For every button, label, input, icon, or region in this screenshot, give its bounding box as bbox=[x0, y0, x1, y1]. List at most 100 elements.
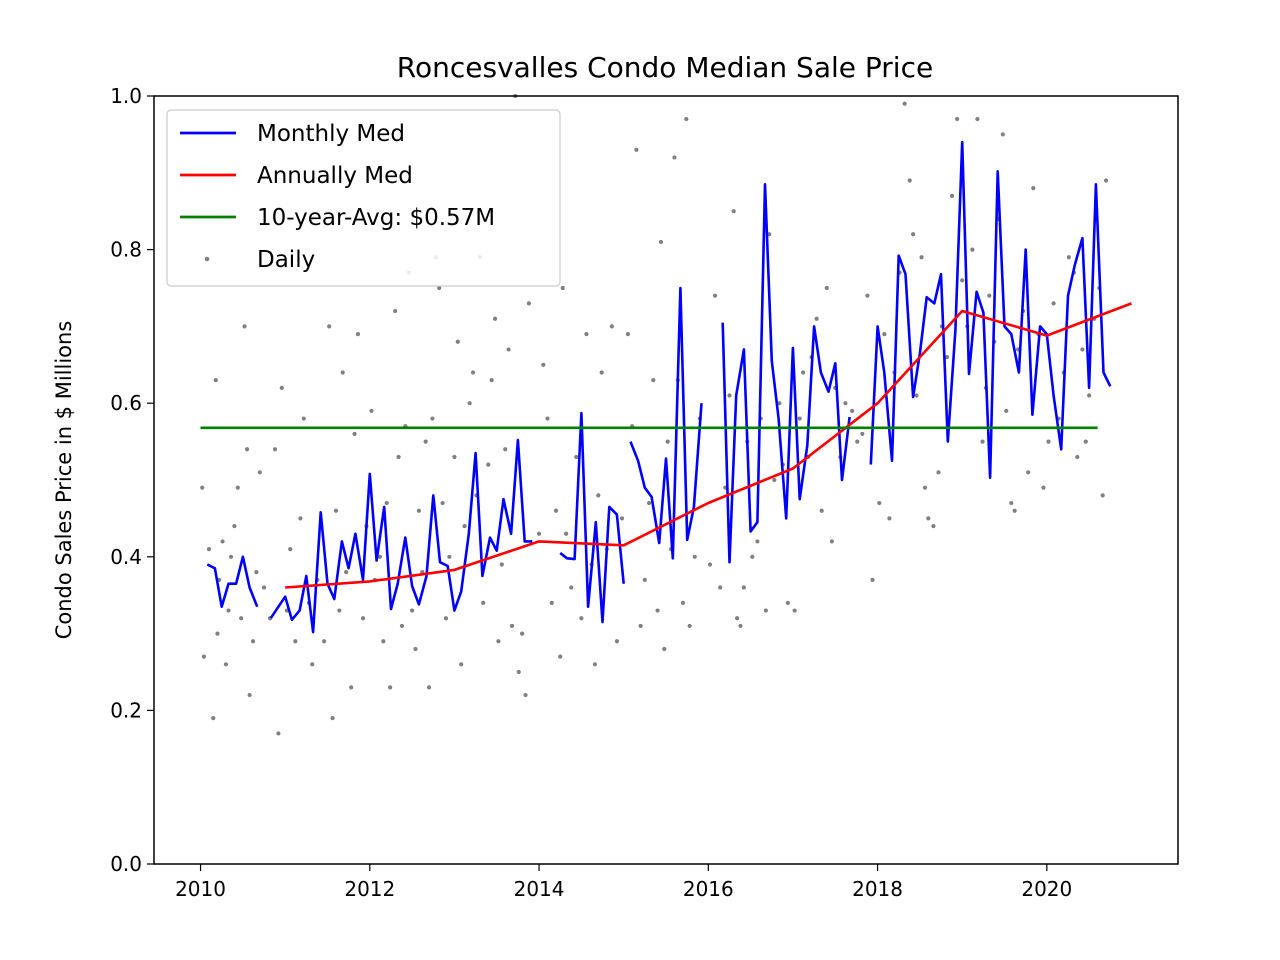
daily-point bbox=[560, 285, 565, 291]
daily-point bbox=[293, 639, 298, 644]
daily-point bbox=[960, 278, 965, 283]
daily-point bbox=[536, 531, 542, 536]
daily-point bbox=[741, 585, 746, 590]
daily-point bbox=[330, 715, 335, 721]
daily-point bbox=[797, 416, 802, 421]
daily-point bbox=[526, 301, 532, 306]
daily-point bbox=[687, 623, 692, 629]
daily-point bbox=[987, 293, 992, 298]
daily-point bbox=[1012, 508, 1017, 513]
daily-point bbox=[257, 470, 262, 475]
daily-point bbox=[250, 639, 256, 644]
daily-point bbox=[509, 623, 515, 629]
daily-point bbox=[545, 416, 550, 421]
daily-point bbox=[310, 662, 315, 667]
daily-point bbox=[870, 577, 875, 582]
daily-point bbox=[919, 255, 924, 260]
daily-point bbox=[327, 324, 332, 329]
daily-point bbox=[712, 293, 718, 298]
daily-point bbox=[980, 439, 985, 444]
daily-point bbox=[279, 385, 284, 390]
daily-point bbox=[625, 331, 631, 337]
daily-point bbox=[220, 539, 225, 544]
daily-point bbox=[541, 362, 546, 367]
daily-point bbox=[1083, 439, 1088, 444]
daily-point bbox=[642, 577, 647, 582]
daily-point bbox=[276, 731, 281, 736]
x-tick-label: 2012 bbox=[344, 877, 395, 901]
daily-point bbox=[558, 654, 563, 659]
daily-point bbox=[1087, 393, 1092, 398]
daily-point bbox=[298, 516, 303, 521]
daily-point bbox=[430, 416, 435, 421]
daily-point bbox=[914, 393, 919, 398]
daily-point bbox=[288, 547, 293, 552]
daily-point bbox=[261, 585, 267, 590]
daily-point bbox=[333, 508, 339, 513]
daily-point bbox=[609, 324, 614, 329]
daily-point bbox=[393, 308, 398, 314]
daily-point bbox=[481, 600, 486, 605]
monthly-median-line bbox=[559, 411, 625, 624]
monthly-median-line bbox=[206, 555, 259, 608]
daily-point bbox=[672, 155, 677, 160]
daily-point bbox=[599, 370, 604, 375]
daily-point bbox=[829, 539, 834, 544]
daily-point bbox=[592, 662, 598, 667]
daily-point bbox=[244, 447, 250, 452]
y-axis: 0.0 0.2 0.4 0.6 0.8 1.0 bbox=[110, 84, 154, 876]
daily-point bbox=[553, 508, 559, 513]
daily-point bbox=[907, 178, 912, 183]
daily-point bbox=[651, 378, 656, 383]
monthly-median-line bbox=[269, 438, 533, 634]
daily-point bbox=[352, 431, 357, 437]
daily-point bbox=[680, 600, 686, 605]
daily-point bbox=[970, 247, 975, 252]
daily-point bbox=[584, 331, 589, 337]
legend-box bbox=[166, 109, 561, 287]
daily-point bbox=[777, 401, 782, 406]
daily-point bbox=[792, 608, 797, 613]
x-tick-label: 2014 bbox=[514, 877, 565, 901]
daily-point bbox=[975, 116, 980, 122]
daily-point bbox=[1066, 255, 1071, 260]
daily-point bbox=[211, 715, 216, 721]
daily-point bbox=[344, 570, 349, 575]
y-tick-label: 0.0 bbox=[110, 852, 142, 876]
daily-point bbox=[1080, 347, 1085, 352]
daily-point bbox=[734, 616, 740, 621]
daily-point bbox=[763, 608, 768, 613]
daily-point bbox=[452, 454, 457, 460]
daily-point bbox=[865, 293, 870, 298]
daily-point bbox=[922, 485, 928, 490]
daily-point bbox=[489, 378, 494, 383]
daily-point bbox=[239, 616, 244, 621]
daily-point bbox=[819, 508, 824, 513]
daily-point bbox=[692, 554, 697, 559]
x-tick-label: 2016 bbox=[683, 877, 734, 901]
x-axis: 2010 2012 2014 2016 2018 2020 bbox=[175, 864, 1072, 901]
daily-point bbox=[860, 431, 865, 437]
legend-label: Annually Med bbox=[257, 163, 413, 189]
daily-point bbox=[440, 500, 445, 506]
daily-point bbox=[467, 401, 472, 406]
daily-point bbox=[349, 685, 354, 690]
daily-point bbox=[447, 554, 452, 559]
legend-label: Daily bbox=[257, 247, 315, 273]
daily-point bbox=[388, 685, 393, 690]
daily-point bbox=[242, 324, 247, 329]
daily-point bbox=[226, 608, 231, 613]
daily-point bbox=[410, 608, 415, 613]
daily-point bbox=[772, 477, 777, 483]
y-tick-label: 0.2 bbox=[110, 698, 142, 722]
x-tick-label: 2018 bbox=[852, 877, 903, 901]
daily-point bbox=[455, 339, 460, 344]
daily-point bbox=[549, 600, 554, 605]
daily-point bbox=[215, 631, 220, 636]
daily-point bbox=[569, 585, 574, 590]
y-tick-label: 1.0 bbox=[110, 84, 142, 108]
daily-point bbox=[955, 116, 960, 122]
daily-point bbox=[1103, 178, 1109, 183]
line-series-layer bbox=[200, 140, 1132, 634]
daily-point bbox=[232, 523, 237, 529]
